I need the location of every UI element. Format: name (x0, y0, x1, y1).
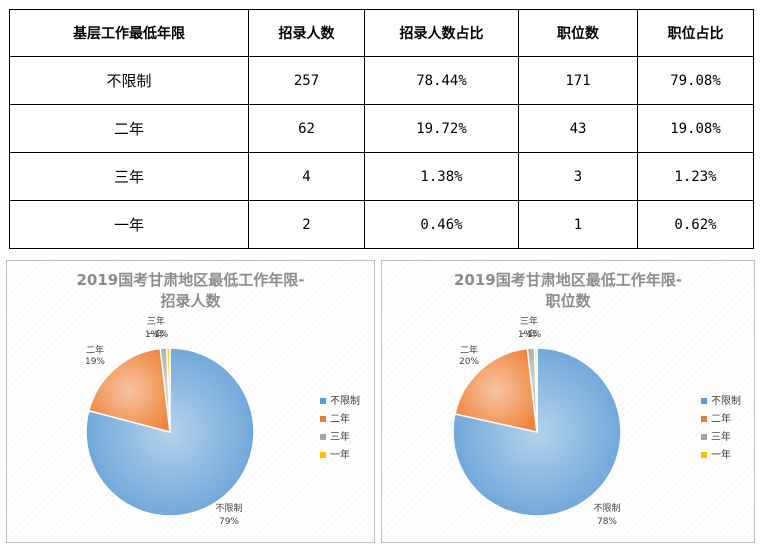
legend-swatch (701, 416, 707, 422)
header-cell: 职位数 (518, 9, 638, 57)
pie-chart-recruits: 2019国考甘肃地区最低工作年限- 招录人数 不限制 79% 二年 19% 三年 1% 一年 1%… (6, 260, 375, 543)
legend-swatch (701, 398, 707, 404)
table-cell: 43 (518, 104, 638, 153)
legend-swatch (701, 434, 707, 440)
slice-category-label: 三年 (520, 315, 538, 327)
slice-percent-label: 19% (85, 357, 105, 367)
legend-entry: 三年 (330, 430, 350, 443)
pie-slice (85, 347, 255, 517)
table-cell: 257 (248, 56, 365, 105)
header-cell: 基层工作最低年限 (9, 9, 249, 57)
pie-chart-recruits-svg: 2019国考甘肃地区最低工作年限-招录人数不限制79%二年19%三年1%一年1%… (77, 271, 360, 527)
legend-entry: 二年 (711, 412, 731, 425)
pie-chart-positions: 2019国考甘肃地区最低工作年限- 职位数 不限制 78% 二年 20% 三年 1% 一年 1% 不… (381, 260, 755, 543)
slice-percent-label: 1% (154, 330, 169, 340)
table-cell: 不限制 (9, 56, 249, 105)
header-cell: 职位占比 (637, 9, 754, 57)
table-row: 不限制 257 78.44% 171 79.08% (9, 56, 754, 105)
table-row: 三年 4 1.38% 3 1.23% (9, 152, 754, 201)
slice-percent-label: 79% (219, 517, 239, 527)
slice-category-label: 一年 (520, 328, 538, 340)
slice-percent-label: 1% (145, 330, 160, 340)
table-cell: 19.08% (637, 104, 754, 153)
legend-swatch (701, 452, 707, 458)
chart-title: 招录人数 (160, 292, 221, 310)
table-cell: 0.62% (637, 200, 754, 249)
legend-swatch (320, 398, 326, 404)
stats-table: 基层工作最低年限 招录人数 招录人数占比 职位数 职位占比 不限制 257 78… (9, 9, 754, 249)
header-cell: 招录人数占比 (364, 9, 519, 57)
slice-percent-label: 1% (527, 330, 542, 340)
table-cell: 79.08% (637, 56, 754, 105)
slice-category-label: 一年 (147, 328, 165, 340)
table-cell: 0.46% (364, 200, 519, 249)
legend-entry: 三年 (711, 430, 731, 443)
table-cell: 二年 (9, 104, 249, 153)
legend-entry: 一年 (711, 448, 731, 461)
table-cell: 2 (248, 200, 365, 249)
table-cell: 171 (518, 56, 638, 105)
slice-category-label: 不限制 (593, 502, 620, 514)
header-cell: 招录人数 (248, 9, 365, 57)
table-cell: 19.72% (364, 104, 519, 153)
slice-category-label: 三年 (147, 315, 165, 327)
table-cell: 4 (248, 152, 365, 201)
slice-percent-label: 1% (518, 330, 533, 340)
legend-entry: 一年 (330, 448, 350, 461)
slice-percent-label: 78% (597, 517, 617, 527)
pie-slice (533, 347, 538, 433)
pie-slice (454, 347, 538, 433)
table-cell: 78.44% (364, 56, 519, 105)
slice-category-label: 二年 (460, 344, 478, 356)
chart-title: 职位数 (545, 292, 591, 310)
legend-swatch (320, 434, 326, 440)
table-cell: 1.23% (637, 152, 754, 201)
table-cell: 3 (518, 152, 638, 201)
pie-chart-positions-svg: 2019国考甘肃地区最低工作年限-职位数不限制78%二年20%三年1%一年1%不… (452, 271, 741, 527)
table-row: 二年 62 19.72% 43 19.08% (9, 104, 754, 153)
legend-entry: 二年 (330, 412, 350, 425)
table-cell: 一年 (9, 200, 249, 249)
table-cell: 三年 (9, 152, 249, 201)
table-header-row: 基层工作最低年限 招录人数 招录人数占比 职位数 职位占比 (9, 9, 754, 57)
pie-slice (165, 347, 171, 433)
table-cell: 62 (248, 104, 365, 153)
legend-swatch (320, 452, 326, 458)
table-cell: 1 (518, 200, 638, 249)
table-row: 一年 2 0.46% 1 0.62% (9, 200, 754, 249)
pie-slice (87, 347, 171, 434)
legend-entry: 不限制 (711, 394, 741, 407)
slice-category-label: 不限制 (215, 502, 242, 514)
chart-title: 2019国考甘肃地区最低工作年限- (77, 271, 305, 289)
table-cell: 1.38% (364, 152, 519, 201)
legend-entry: 不限制 (330, 394, 360, 407)
legend-swatch (320, 416, 326, 422)
slice-category-label: 二年 (86, 344, 104, 356)
slice-percent-label: 20% (459, 357, 479, 367)
chart-title: 2019国考甘肃地区最低工作年限- (454, 271, 682, 289)
